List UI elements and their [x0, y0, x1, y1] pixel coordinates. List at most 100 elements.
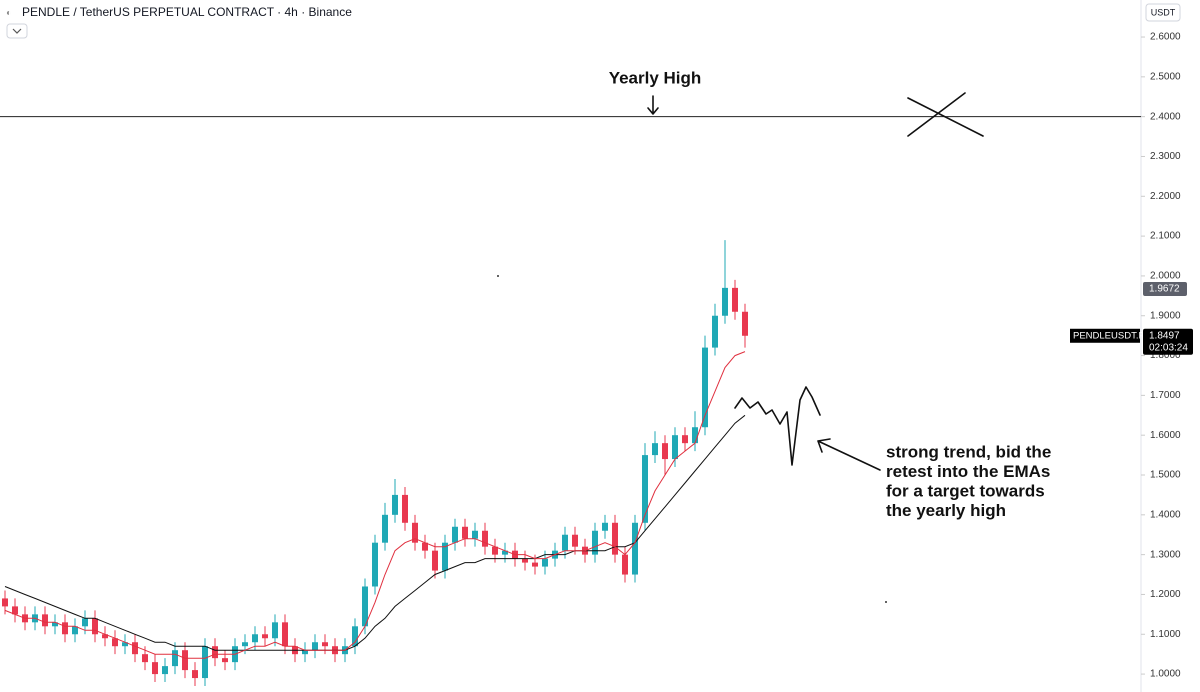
candle-body [672, 435, 678, 460]
candle-body [662, 443, 668, 460]
candle-body [122, 642, 128, 647]
y-tick-label: 1.2000 [1150, 589, 1181, 600]
candle-body [742, 311, 748, 336]
candle-body [82, 618, 88, 627]
candle-body [142, 654, 148, 663]
candle-body [612, 522, 618, 555]
candle-body [482, 530, 488, 547]
candle-body [572, 534, 578, 547]
candle-body [392, 494, 398, 515]
candle-body [92, 618, 98, 635]
y-tick-label: 2.5000 [1150, 71, 1181, 82]
candle-body [62, 622, 68, 635]
candle-body [492, 546, 498, 555]
y-tick-label: 1.5000 [1150, 470, 1181, 481]
y-tick-label: 1.7000 [1150, 390, 1181, 401]
y-tick-label: 2.4000 [1150, 111, 1181, 122]
note-line: the yearly high [886, 501, 1006, 520]
candle-body [182, 650, 188, 671]
dot [497, 275, 499, 277]
candle-body [542, 558, 548, 567]
candle-body [712, 315, 718, 348]
candle-body [72, 626, 78, 635]
candle-body [722, 287, 728, 316]
y-tick-label: 1.3000 [1150, 549, 1181, 560]
level-label: Yearly High [609, 68, 702, 87]
candle-body [622, 554, 628, 575]
candle-body [12, 606, 18, 615]
y-tick-label: 2.3000 [1150, 151, 1181, 162]
candle-body [522, 558, 528, 563]
y-tick-label: 1.9000 [1150, 310, 1181, 321]
candle-body [682, 435, 688, 444]
candle-body [602, 522, 608, 531]
candle-body [702, 347, 708, 428]
candle-body [282, 622, 288, 647]
price-tag [1143, 281, 1187, 296]
currency-button[interactable] [1145, 3, 1181, 22]
y-tick-label: 2.6000 [1150, 32, 1181, 43]
last-price-tag [1143, 328, 1193, 355]
ema-line [4, 414, 746, 651]
logo: ◐ [6, 7, 11, 17]
candle-body [152, 662, 158, 675]
y-tick-label: 2.2000 [1150, 191, 1181, 202]
note-line: for a target towards [886, 481, 1045, 500]
candle-body [472, 530, 478, 539]
candle-body [242, 642, 248, 647]
candle-body [422, 542, 428, 551]
candle-body [532, 562, 538, 567]
candle-body [52, 622, 58, 627]
price-tag-label: 1.9672 [1149, 284, 1180, 295]
candle-body [212, 646, 218, 659]
candle-body [222, 658, 228, 663]
symbol-tag [1070, 328, 1140, 343]
candle-body [592, 530, 598, 555]
arrow-note [817, 438, 881, 471]
y-tick-label: 1.1000 [1150, 629, 1181, 640]
y-tick-label: 1.6000 [1150, 430, 1181, 441]
candle-body [562, 534, 568, 551]
candle-body [652, 443, 658, 456]
candle-body [202, 646, 208, 679]
arrow-down [647, 95, 659, 115]
candle-body [642, 455, 648, 523]
collapse-button[interactable] [6, 23, 28, 39]
candle-body [692, 427, 698, 444]
candle-body [192, 670, 198, 679]
drawings [497, 92, 984, 603]
candle-body [402, 494, 408, 523]
candle-body [102, 634, 108, 639]
y-tick-label: 1.4000 [1150, 509, 1181, 520]
symbol-label: PENDLEUSDT.P [1073, 330, 1145, 341]
note-line: strong trend, bid the [886, 442, 1051, 461]
currency-label: USDT [1151, 7, 1176, 17]
candle-body [172, 650, 178, 667]
candle-body [452, 526, 458, 543]
last-price-label: 1.8497 [1149, 330, 1180, 341]
candle-body [112, 638, 118, 647]
candle-body [272, 622, 278, 639]
collapse-icon [12, 28, 22, 34]
projection [734, 386, 821, 466]
ema-line [4, 351, 746, 659]
candle-body [432, 550, 438, 571]
candle-body [132, 642, 138, 655]
dot [885, 601, 887, 603]
candle-body [372, 542, 378, 587]
candle-body [42, 614, 48, 627]
candle-body [252, 634, 258, 643]
candle-body [502, 550, 508, 555]
candle-body [732, 287, 738, 312]
candle-body [322, 642, 328, 647]
candle-body [312, 642, 318, 651]
candle-body [2, 598, 8, 607]
candle-body [362, 586, 368, 627]
candle-body [262, 634, 268, 639]
y-tick-label: 2.0000 [1150, 271, 1181, 282]
candle-body [412, 522, 418, 543]
countdown-label: 02:03:24 [1149, 342, 1188, 353]
candle-body [162, 666, 168, 675]
